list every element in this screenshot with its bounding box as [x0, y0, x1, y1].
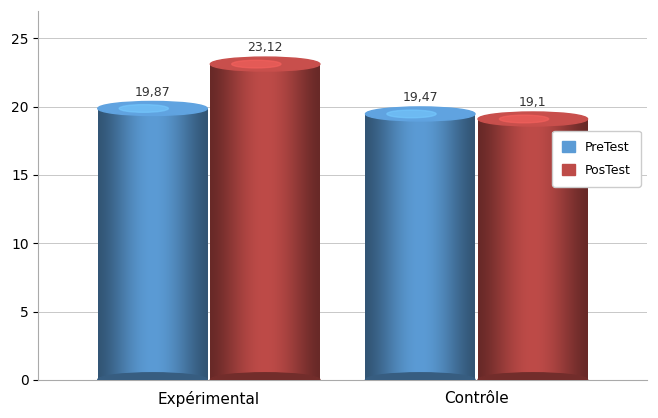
- Ellipse shape: [98, 373, 207, 387]
- Ellipse shape: [478, 112, 588, 126]
- Ellipse shape: [211, 373, 320, 387]
- Legend: PreTest, PosTest: PreTest, PosTest: [552, 130, 641, 186]
- Ellipse shape: [499, 115, 549, 123]
- Text: 19,47: 19,47: [403, 91, 438, 104]
- Ellipse shape: [232, 60, 281, 68]
- Ellipse shape: [98, 102, 207, 115]
- Ellipse shape: [119, 104, 168, 112]
- Ellipse shape: [478, 373, 588, 387]
- Ellipse shape: [365, 373, 475, 387]
- Text: 19,87: 19,87: [135, 86, 170, 99]
- Text: 19,1: 19,1: [519, 96, 547, 109]
- Ellipse shape: [365, 107, 475, 121]
- Ellipse shape: [211, 57, 320, 71]
- Text: 23,12: 23,12: [247, 41, 283, 54]
- Ellipse shape: [387, 110, 436, 118]
